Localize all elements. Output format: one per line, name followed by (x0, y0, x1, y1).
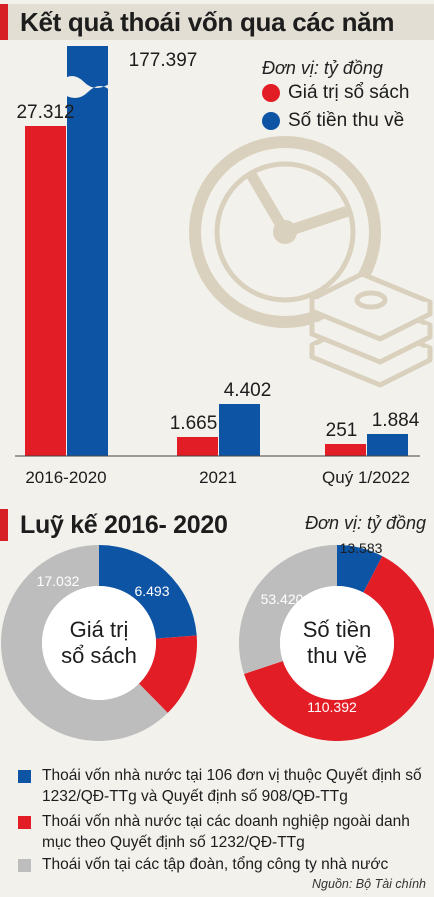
donut-hole (280, 586, 394, 700)
legend-square-gray (18, 859, 31, 872)
pie-slice-label: 17.032 (37, 573, 80, 589)
bar-label-proceeds: 177.397 (129, 50, 198, 71)
pie-slice (0, 545, 168, 741)
unit-label-bottom: Đơn vị: tỷ đồng (305, 513, 426, 533)
x-tick-label: Quý 1/2022 (322, 468, 410, 487)
legend-text: Thoái vốn nhà nước tại 106 đơn vị thuộc … (42, 767, 422, 805)
bar-book-value (177, 437, 218, 456)
page-title: Kết quả thoái vốn qua các năm (20, 6, 395, 37)
bar-proceeds (367, 434, 408, 456)
legend-label: Giá trị sổ sách (288, 82, 410, 103)
legend-item-corporations: Thoái vốn tại các tập đoàn, tổng công ty… (18, 854, 423, 875)
legend-square-blue (18, 770, 31, 783)
money-stack-icon (309, 271, 433, 388)
legend-dot-blue (262, 112, 280, 130)
legend-text: Thoái vốn tại các tập đoàn, tổng công ty… (42, 856, 389, 873)
pie-slice-label: 6.493 (134, 583, 169, 599)
legend-square-red (18, 816, 31, 829)
pie-slice-label: 110.392 (307, 699, 357, 715)
section-title: Luỹ kế 2016- 2020 (20, 510, 228, 539)
legend-text: Thoái vốn nhà nước tại các doanh nghiệp … (42, 813, 410, 851)
donut-center-label: sổ sách (61, 643, 137, 668)
axis-break-mark (60, 76, 112, 98)
section-header-cumulative: Luỹ kế 2016- 2020 (0, 509, 434, 541)
legend-dot-red (262, 84, 280, 102)
bar-label-proceeds: 1.884 (372, 410, 420, 431)
pie-slice (138, 635, 197, 713)
donut-center-label: Số tiền (303, 617, 372, 642)
donut-center-label: thu về (307, 643, 367, 668)
donut-hole (42, 586, 156, 700)
x-tick-label: 2021 (199, 468, 237, 487)
bar-proceeds (219, 404, 260, 456)
unit-label-top: Đơn vị: tỷ đồng (262, 58, 383, 78)
section-header-yearly: Kết quả thoái vốn qua các năm (0, 4, 434, 40)
pie-slice (239, 545, 337, 674)
bar-book-value (325, 444, 366, 456)
bar-label-book-value: 27.312 (16, 102, 74, 123)
legend-item-outside-list: Thoái vốn nhà nước tại các doanh nghiệp … (18, 811, 423, 853)
legend-item-book-value: Giá trị sổ sách (262, 82, 409, 104)
pie-slice-label: 53.420 (261, 591, 304, 607)
donut-center-label: Giá trị (70, 617, 129, 642)
legend-item-proceeds: Số tiền thu về (262, 110, 404, 132)
legend-item-106-units: Thoái vốn nhà nước tại 106 đơn vị thuộc … (18, 765, 423, 807)
pie-slice (337, 545, 383, 593)
pie-slice-label: 13.583 (340, 540, 383, 556)
x-tick-label: 2016-2020 (25, 468, 106, 487)
legend-label: Số tiền thu về (288, 110, 405, 131)
clock-icon (189, 136, 381, 328)
bar-label-book-value: 251 (326, 420, 358, 441)
bar-label-book-value: 1.665 (170, 413, 218, 434)
source-note: Nguồn: Bộ Tài chính (312, 877, 426, 891)
bar-proceeds (67, 46, 108, 456)
pie-slice (99, 545, 197, 639)
bar-book-value (25, 126, 66, 456)
accent-bar (0, 4, 8, 40)
bar-label-proceeds: 4.402 (224, 380, 272, 401)
accent-bar (0, 509, 8, 541)
pie-slice (244, 556, 434, 741)
